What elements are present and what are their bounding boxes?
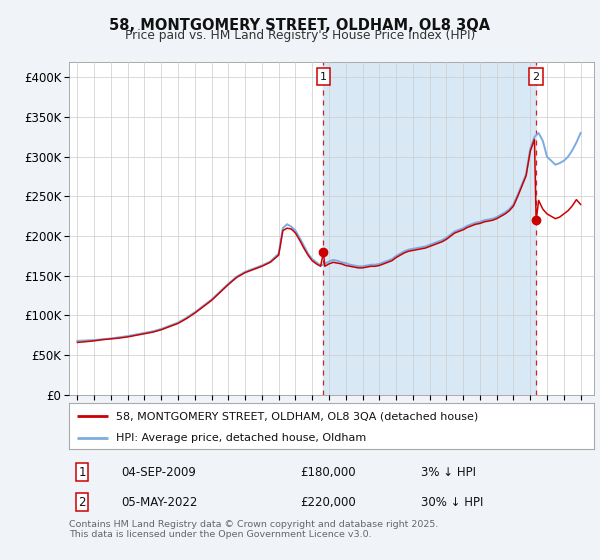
Bar <box>323 62 536 395</box>
Text: 58, MONTGOMERY STREET, OLDHAM, OL8 3QA (detached house): 58, MONTGOMERY STREET, OLDHAM, OL8 3QA (… <box>116 411 479 421</box>
Text: 2: 2 <box>533 72 539 82</box>
Text: 58, MONTGOMERY STREET, OLDHAM, OL8 3QA: 58, MONTGOMERY STREET, OLDHAM, OL8 3QA <box>109 18 491 33</box>
Text: 3% ↓ HPI: 3% ↓ HPI <box>421 466 476 479</box>
Text: 04-SEP-2009: 04-SEP-2009 <box>121 466 196 479</box>
Text: £180,000: £180,000 <box>300 466 356 479</box>
Text: 2: 2 <box>79 496 86 509</box>
Text: Price paid vs. HM Land Registry's House Price Index (HPI): Price paid vs. HM Land Registry's House … <box>125 29 475 42</box>
Text: 1: 1 <box>320 72 327 82</box>
Text: 1: 1 <box>79 466 86 479</box>
Text: 30% ↓ HPI: 30% ↓ HPI <box>421 496 483 509</box>
Text: 05-MAY-2022: 05-MAY-2022 <box>121 496 198 509</box>
Text: £220,000: £220,000 <box>300 496 356 509</box>
Text: HPI: Average price, detached house, Oldham: HPI: Average price, detached house, Oldh… <box>116 433 367 442</box>
Text: Contains HM Land Registry data © Crown copyright and database right 2025.
This d: Contains HM Land Registry data © Crown c… <box>69 520 439 539</box>
